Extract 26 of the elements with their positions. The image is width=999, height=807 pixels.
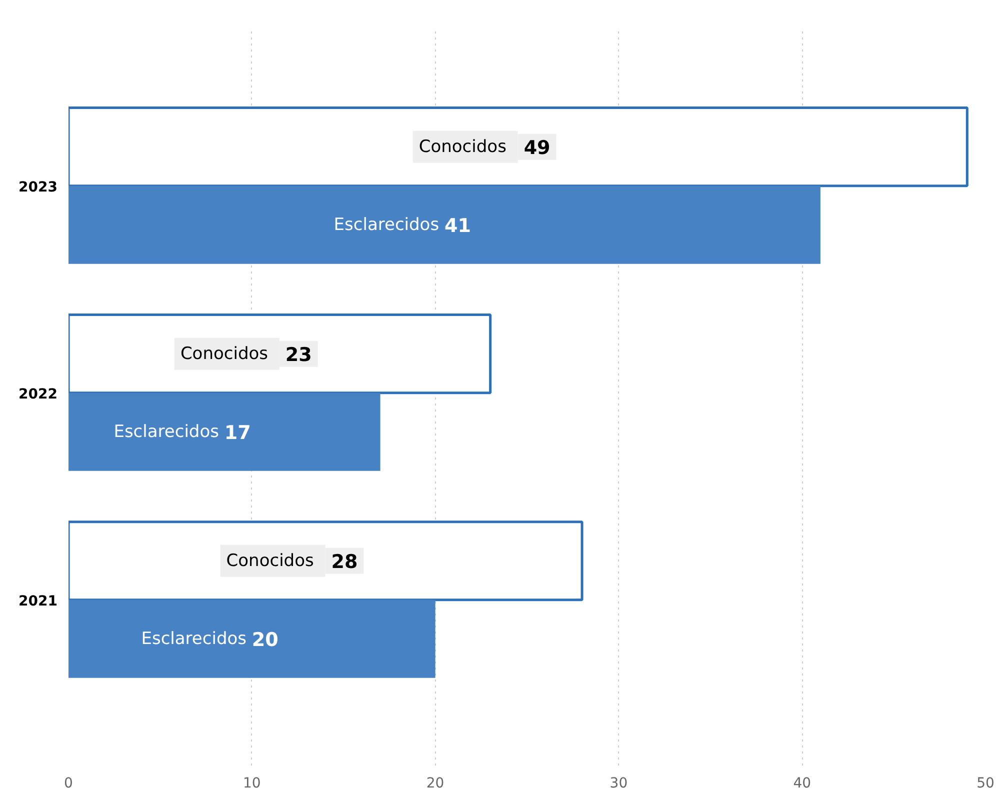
text: Esclarecidos (334, 214, 440, 235)
y-tick-label: 2022 (18, 386, 58, 402)
bar (68, 520, 584, 602)
text: Conocidos (180, 344, 268, 364)
data-label: 23 (285, 344, 312, 366)
y-tick-label: 2021 (18, 593, 58, 610)
bar (68, 106, 968, 188)
x-tick-label: 10 (242, 776, 261, 792)
data-label: 20 (252, 628, 278, 651)
data-label: 49 (524, 136, 550, 159)
bar (68, 392, 380, 471)
x-tick-label: 50 (976, 776, 994, 792)
x-tick-label: 40 (793, 776, 812, 792)
data-label: 41 (444, 214, 471, 237)
bar (68, 600, 436, 678)
x-tick-label: 30 (610, 776, 628, 792)
x-tick-label: 20 (426, 776, 444, 792)
text: Esclarecidos (141, 628, 246, 649)
series-label: Conocidos (226, 550, 314, 571)
y-tick-label: 2023 (18, 179, 58, 196)
series-label: Esclarecidos (114, 422, 220, 442)
x-tick-label: 0 (64, 776, 73, 792)
data-label: 28 (331, 550, 358, 573)
bar (68, 186, 820, 264)
text: Conocidos (418, 136, 506, 157)
data-label: 17 (224, 422, 251, 444)
